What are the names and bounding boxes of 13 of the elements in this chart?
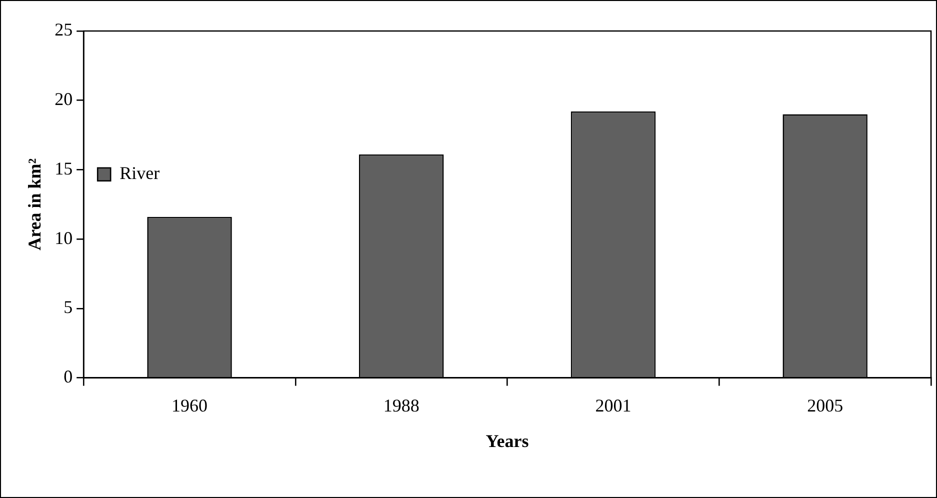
y-tick-label: 0	[64, 366, 73, 387]
x-tick-label: 1960	[172, 395, 208, 416]
x-axis-title: Years	[486, 430, 529, 451]
legend-label: River	[120, 163, 160, 184]
x-tick-label: 2001	[595, 395, 632, 416]
y-tick-label: 15	[54, 158, 73, 178]
y-tick-label: 5	[64, 297, 73, 318]
y-axis-title: Area in km²	[24, 158, 44, 250]
y-tick-label: 25	[54, 20, 73, 40]
y-tick-label: 10	[54, 228, 73, 248]
x-tick-label: 2005	[807, 395, 844, 416]
y-tick-label: 20	[54, 89, 73, 110]
x-tick-label: 1988	[383, 395, 420, 416]
